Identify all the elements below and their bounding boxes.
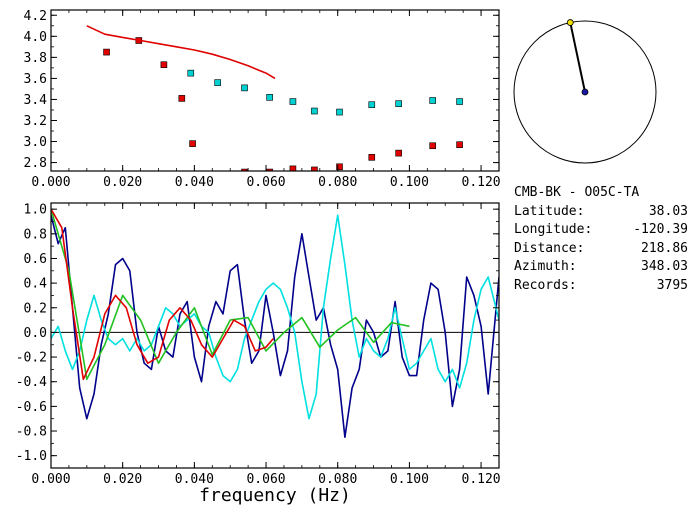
info-label: Distance: (514, 240, 585, 256)
y-tick-label: -0.8 (16, 425, 47, 440)
data-point (395, 149, 402, 157)
data-point (336, 108, 343, 116)
info-row: Records: 3795 (514, 277, 688, 296)
x-tick-label: 0.040 (175, 472, 214, 487)
station-marker (581, 88, 589, 96)
series-line (51, 208, 274, 381)
data-point (241, 84, 248, 92)
x-tick-label: 0.120 (462, 472, 501, 487)
data-point (429, 97, 436, 104)
x-tick-label: 0.120 (462, 175, 501, 190)
data-point (368, 101, 376, 109)
x-tick-label: 0.080 (318, 175, 357, 190)
y-tick-label: 0.6 (24, 252, 47, 267)
data-point (178, 95, 186, 102)
data-point (160, 61, 168, 69)
y-tick-label: 3.6 (24, 72, 47, 87)
plot-frame (50, 202, 500, 469)
data-point (241, 168, 248, 171)
data-point (289, 165, 297, 171)
y-tick-label: 2.8 (24, 156, 47, 171)
info-value: 218.86 (641, 240, 688, 256)
data-point (395, 100, 402, 107)
info-label: Records: (514, 277, 577, 293)
series-line (51, 208, 410, 381)
y-tick-label: -0.6 (16, 400, 47, 415)
data-point (189, 140, 196, 147)
data-point (336, 163, 343, 171)
series-line (51, 214, 499, 420)
azimuth-needle (569, 22, 586, 93)
data-point (214, 79, 221, 86)
info-value: -120.39 (633, 222, 688, 237)
data-point (311, 107, 318, 115)
data-point (266, 94, 273, 101)
info-value: 348.03 (641, 259, 688, 274)
data-point (368, 154, 376, 161)
y-tick-label: 3.4 (24, 93, 48, 108)
x-tick-label: 0.060 (246, 175, 285, 190)
y-tick-label: 3.0 (24, 135, 47, 150)
x-tick-label: 0.100 (390, 175, 429, 190)
info-value: 38.03 (648, 203, 688, 219)
correlation-plot: 0.000 0.020 0.040 0.060 0.080 0.100 0.120 1.0 0.… (16, 202, 501, 487)
y-tick-label: 4.2 (24, 9, 47, 24)
y-tick-label: -0.4 (16, 375, 47, 390)
data-point (456, 141, 463, 148)
dial-circle (513, 20, 657, 164)
station-pair-label: CMB-BK - O05C-TA (514, 185, 640, 200)
x-tick-label: 0.060 (246, 472, 285, 487)
y-tick-label: 0.0 (24, 326, 47, 341)
y-tick-label: 4.0 (24, 30, 47, 45)
y-tick-label: 0.2 (24, 301, 47, 316)
data-point (266, 168, 273, 171)
x-tick-label: 0.020 (103, 175, 142, 190)
info-value: 3795 (656, 277, 688, 293)
data-point (187, 69, 195, 77)
data-point (311, 166, 318, 171)
x-tick-label: 0.040 (175, 175, 214, 190)
y-tick-label: 3.8 (24, 51, 47, 66)
y-tick-label: 0.8 (24, 227, 47, 242)
x-axis-title: frequency (Hz) (199, 485, 351, 506)
plot-frame (50, 9, 500, 172)
data-point (456, 98, 463, 105)
info-row: Distance: 218.86 (514, 240, 688, 259)
x-tick-label: 0.080 (318, 472, 357, 487)
x-tick-label: 0.000 (31, 472, 70, 487)
info-label: Longitude: (514, 222, 593, 237)
info-label: Latitude: (514, 203, 585, 219)
target-marker (566, 19, 574, 26)
x-tick-label: 0.000 (31, 175, 70, 190)
y-tick-label: -0.2 (16, 351, 47, 366)
x-tick-label: 0.100 (390, 472, 429, 487)
series-line (51, 215, 499, 439)
y-tick-label: -1.0 (16, 449, 47, 464)
info-row: Longitude: -120.39 (514, 221, 688, 240)
dispersion-plot: 0.000 0.020 0.040 0.060 0.080 0.100 0.120 2.8 3.… (24, 9, 501, 190)
data-point (429, 142, 436, 150)
data-point (103, 48, 110, 56)
info-row: Azimuth: 348.03 (514, 258, 688, 277)
station-info-panel: CMB-BK - O05C-TA Latitude: 38.03 Longitude… (514, 184, 688, 295)
series-line (86, 25, 276, 80)
azimuth-dial (513, 19, 657, 164)
y-tick-label: 1.0 (24, 203, 47, 218)
info-row: Latitude: 38.03 (514, 203, 688, 222)
data-point (289, 98, 297, 105)
y-tick-label: 3.2 (24, 114, 47, 129)
x-tick-label: 0.020 (103, 472, 142, 487)
info-label: Azimuth: (514, 259, 577, 274)
y-tick-label: 0.4 (24, 277, 48, 292)
